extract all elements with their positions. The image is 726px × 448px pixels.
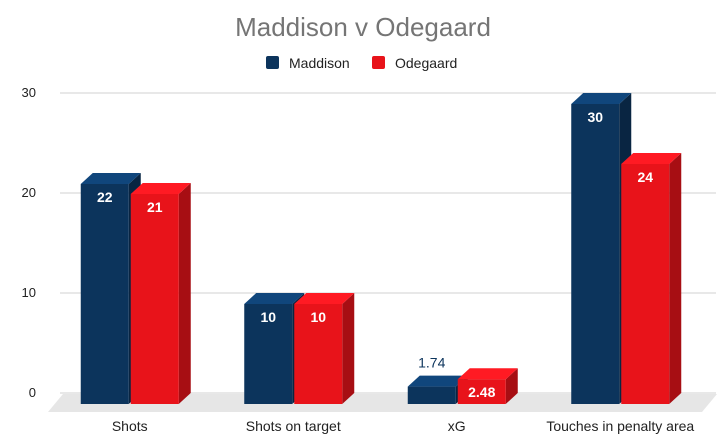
x-tick-label: xG: [448, 418, 466, 434]
bar-side: [178, 183, 191, 404]
bar-odegaard-shots-on-target: 10: [294, 293, 355, 404]
x-tick-label: Shots on target: [246, 418, 341, 434]
bar-front: [571, 104, 620, 404]
y-tick-label: 30: [22, 85, 36, 100]
y-tick-label: 0: [29, 385, 36, 400]
bar-top: [571, 93, 632, 104]
bar-odegaard-xg: 2.48: [457, 368, 518, 404]
chart-floor: [48, 394, 717, 412]
legend: Maddison Odegaard: [266, 55, 457, 71]
bar-top: [457, 368, 518, 380]
data-label: 10: [310, 309, 326, 325]
legend-swatch-maddison: [266, 56, 279, 69]
data-label: 24: [637, 169, 653, 185]
data-label: 21: [147, 199, 163, 215]
bar-odegaard-touches-in-penalty-area: 24: [621, 153, 682, 404]
y-tick-label: 10: [22, 285, 36, 300]
bar-front: [294, 304, 343, 404]
y-axis: 0 10 20 30: [22, 85, 36, 400]
bar-front: [80, 184, 129, 404]
bar-top: [294, 293, 355, 304]
data-label: 30: [587, 109, 603, 125]
bar-front: [130, 194, 179, 404]
bar-top: [244, 293, 305, 304]
bars: 22 21 10 10 1.74 2.48 30 24: [80, 93, 682, 404]
bar-top: [80, 173, 141, 184]
chart-title: Maddison v Odegaard: [235, 12, 491, 42]
bar-top: [130, 183, 191, 194]
bar-side: [342, 293, 355, 404]
bar-top: [407, 375, 468, 387]
data-label: 1.74: [418, 355, 445, 371]
bar-front: [244, 304, 293, 404]
bar-front: [407, 386, 456, 404]
y-tick-label: 20: [22, 185, 36, 200]
x-axis: Shots Shots on target xG Touches in penalty…: [112, 418, 695, 434]
legend-label-odegaard: Odegaard: [395, 55, 457, 71]
x-tick-label: Shots: [112, 418, 148, 434]
data-label: 2.48: [468, 384, 495, 400]
bar-front: [457, 379, 506, 404]
bar-side: [669, 153, 682, 404]
data-label: 22: [97, 189, 113, 205]
x-tick-label: Touches in penalty area: [546, 418, 694, 434]
bar-front: [621, 164, 670, 404]
legend-swatch-odegaard: [372, 56, 385, 69]
legend-label-maddison: Maddison: [289, 55, 350, 71]
bar-side: [505, 368, 518, 404]
legend-item-odegaard: Odegaard: [372, 55, 457, 71]
data-label: 10: [260, 309, 276, 325]
legend-item-maddison: Maddison: [266, 55, 350, 71]
bar-odegaard-shots: 21: [130, 183, 191, 404]
bar-top: [621, 153, 682, 164]
